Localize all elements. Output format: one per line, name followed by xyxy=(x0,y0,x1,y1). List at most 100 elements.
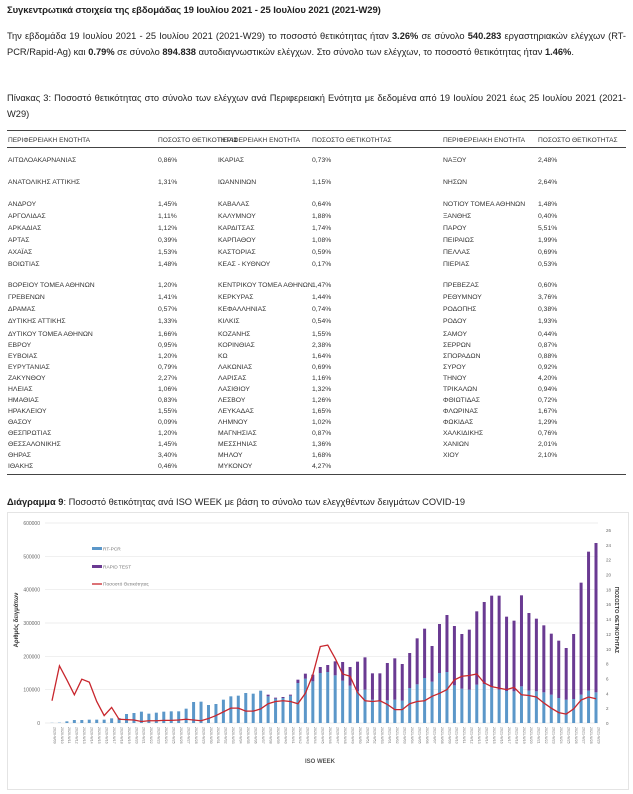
x-tick-label: 2020-W26 xyxy=(179,727,183,744)
region-cell: ΠΙΕΡΙΑΣ xyxy=(443,261,470,268)
x-tick-label: 2021-W18 xyxy=(514,727,518,744)
bar-rapid xyxy=(467,629,471,690)
bar-rtpcr xyxy=(229,696,233,723)
positivity-cell: 1,48% xyxy=(158,261,178,268)
x-tick-label: 2021-W11 xyxy=(462,727,466,743)
y2-axis-title: ΠΟΣΟΣΤΟ ΘΕΤΙΚΟΤΗΤΑΣ xyxy=(613,587,619,654)
positivity-cell: 1,88% xyxy=(312,213,332,220)
bar-rtpcr xyxy=(125,714,129,723)
line-positivity xyxy=(51,644,597,723)
text: Την εβδομάδα 19 Ιουλίου 2021 - 25 Ιουλίο… xyxy=(7,31,392,41)
x-tick-label: 2020-W25 xyxy=(172,727,176,744)
region-cell: ΑΡΚΑΔΙΑΣ xyxy=(8,225,42,232)
x-tick-label: 2020-W13 xyxy=(82,727,86,744)
y-axis-title: Αριθμός δειγμάτων xyxy=(14,592,20,648)
bar-rapid xyxy=(274,697,278,699)
bar-rapid xyxy=(356,661,360,692)
x-tick-label: 2020-W49 xyxy=(350,727,354,744)
x-tick-label: 2021-W28 xyxy=(589,727,593,744)
bar-rtpcr xyxy=(281,698,285,723)
bar-rtpcr xyxy=(65,721,69,723)
region-cell: ΠΑΡΟΥ xyxy=(443,225,467,232)
positivity-cell: 1,33% xyxy=(158,318,178,325)
x-tick-label: 2020-W35 xyxy=(246,727,250,744)
x-tick-label: 2020-W53 xyxy=(380,727,384,744)
y2-tick-label: 18 xyxy=(606,587,612,592)
x-tick-label: 2020-W51 xyxy=(365,727,369,744)
x-tick-label: 2021-W24 xyxy=(559,727,563,744)
region-cell: ΖΑΚΥΝΘΟΥ xyxy=(8,375,46,382)
x-tick-label: 2021-W20 xyxy=(529,727,533,744)
region-cell: ΛΑΣΙΘΙΟΥ xyxy=(218,386,250,393)
y2-tick-label: 0 xyxy=(606,721,609,726)
x-tick-label: 2020-W38 xyxy=(268,727,272,744)
region-cell: ΚΟΖΑΝΗΣ xyxy=(218,331,251,338)
positivity-cell: 2,64% xyxy=(538,179,558,186)
y2-tick-label: 26 xyxy=(606,528,612,533)
total-positivity: 1.46% xyxy=(544,47,572,57)
bar-rtpcr xyxy=(393,699,397,723)
x-tick-label: 2021-W09 xyxy=(447,727,451,744)
legend-label-rtpcr: RT-PCR xyxy=(103,547,121,553)
region-cell: ΒΟΙΩΤΙΑΣ xyxy=(8,261,40,268)
bar-rtpcr xyxy=(117,718,121,723)
positivity-cell: 0,79% xyxy=(158,364,178,371)
positivity-cell: 0,59% xyxy=(312,249,332,256)
x-tick-label: 2020-W32 xyxy=(224,727,228,744)
positivity-cell: 1,20% xyxy=(158,430,178,437)
positivity-cell: 0,54% xyxy=(312,318,332,325)
bar-rtpcr xyxy=(534,691,538,723)
bar-rapid xyxy=(579,582,583,695)
y-tick-label: 600000 xyxy=(23,521,40,527)
region-cell: ΚΕΦΑΛΛΗΝΙΑΣ xyxy=(218,306,267,313)
region-cell: ΑΙΤΩΛΟΑΚΑΡΝΑΝΙΑΣ xyxy=(8,157,77,164)
x-tick-label: 2020-W10 xyxy=(60,727,64,744)
x-tick-label: 2020-W47 xyxy=(335,727,339,744)
x-tick-label: 2020-W14 xyxy=(90,727,94,744)
bar-rtpcr xyxy=(430,681,434,723)
region-cell: ΑΝΔΡΟΥ xyxy=(8,201,37,208)
bar-rtpcr xyxy=(311,681,315,723)
region-cell: ΣΠΟΡΑΔΩΝ xyxy=(443,353,481,360)
x-tick-label: 2020-W40 xyxy=(283,727,287,744)
bar-rapid xyxy=(512,620,516,692)
region-cell: ΛΗΜΝΟΥ xyxy=(218,419,248,426)
region-cell: ΣΥΡΟΥ xyxy=(443,364,466,371)
y2-tick-label: 6 xyxy=(606,676,609,681)
positivity-cell: 0,09% xyxy=(158,419,178,426)
region-cell: ΜΗΛΟΥ xyxy=(218,452,243,459)
lab-positivity: 3.26% xyxy=(391,31,419,41)
region-cell: ΚΟΡΙΝΘΙΑΣ xyxy=(218,342,255,349)
x-tick-label: 2021-W21 xyxy=(537,727,541,744)
region-cell: ΛΑΚΩΝΙΑΣ xyxy=(218,364,253,371)
region-cell: ΔΥΤΙΚΟΥ ΤΟΜΕΑ ΑΘΗΝΩΝ xyxy=(8,331,93,338)
positivity-cell: 1,53% xyxy=(158,249,178,256)
chart-title: Διάγραμμα 9: Ποσοστό θετικότητας ανά ISO… xyxy=(7,497,465,507)
bar-rtpcr xyxy=(236,695,240,723)
bar-rapid xyxy=(527,613,531,691)
positivity-cell: 1,06% xyxy=(158,386,178,393)
positivity-cell: 2,38% xyxy=(312,342,332,349)
x-tick-label: 2020-W50 xyxy=(358,727,362,744)
y-tick-label: 300000 xyxy=(23,621,40,627)
bar-rapid xyxy=(370,673,374,700)
bar-rtpcr xyxy=(318,673,322,723)
bar-rtpcr xyxy=(139,711,143,723)
x-tick-label: 2021-W25 xyxy=(566,727,570,744)
bar-rapid xyxy=(505,616,509,691)
chart-title-text: : Ποσοστό θετικότητας ανά ISO WEEK με βά… xyxy=(63,497,466,507)
positivity-cell: 1,55% xyxy=(158,408,178,415)
x-tick-label: 2020-W17 xyxy=(112,727,116,744)
region-cell: ΡΟΔΟΥ xyxy=(443,318,467,325)
region-cell: ΦΛΩΡΙΝΑΣ xyxy=(443,408,479,415)
bar-rtpcr xyxy=(348,685,352,723)
x-tick-label: 2020-W30 xyxy=(209,727,213,744)
x-tick-label: 2020-W39 xyxy=(276,727,280,744)
region-cell: ΞΑΝΘΗΣ xyxy=(443,213,472,220)
region-cell: ΙΘΑΚΗΣ xyxy=(8,463,34,470)
bar-rtpcr xyxy=(333,675,337,723)
lab-tests-count: 540.283 xyxy=(467,31,502,41)
positivity-cell: 0,17% xyxy=(312,261,332,268)
bar-rtpcr xyxy=(363,689,367,723)
positivity-cell: 2,27% xyxy=(158,375,178,382)
